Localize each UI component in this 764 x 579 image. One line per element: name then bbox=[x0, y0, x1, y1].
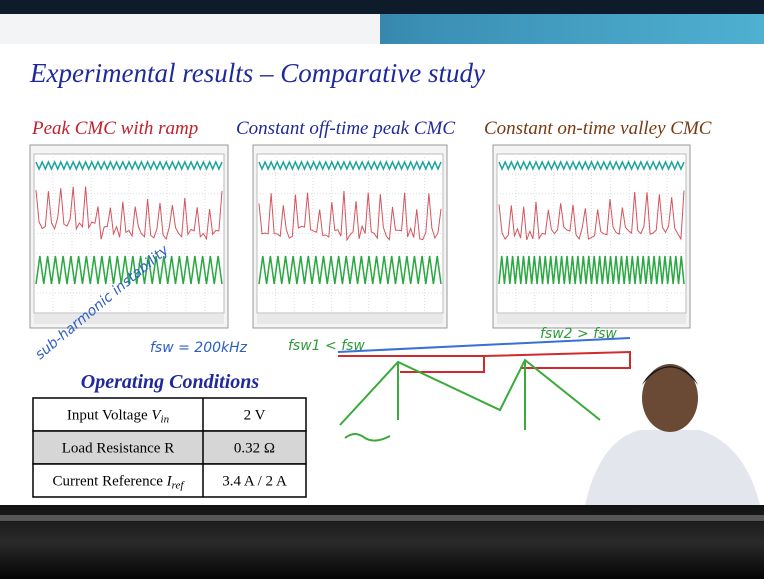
scope-image bbox=[30, 145, 228, 328]
handwritten-note: fsw = 200kHz bbox=[150, 340, 248, 356]
bottom-stripe bbox=[0, 515, 764, 521]
scope-images bbox=[30, 145, 690, 328]
top-strip bbox=[0, 0, 764, 14]
table-cell: Input Voltage Vin bbox=[67, 408, 170, 426]
scope-image bbox=[253, 145, 447, 328]
cell-label: Load Resistance R bbox=[62, 441, 174, 457]
cell-label: Current Reference bbox=[53, 474, 167, 490]
table-cell: 0.32 Ω bbox=[234, 441, 275, 457]
table-cell: 2 V bbox=[244, 408, 266, 424]
slide-title: Experimental results – Comparative study bbox=[29, 58, 485, 88]
table-cell: 3.4 A / 2 A bbox=[222, 474, 287, 490]
cell-subscript: ref bbox=[172, 480, 186, 492]
scope-status bbox=[497, 314, 686, 324]
scope-image bbox=[493, 145, 690, 328]
caption: Constant off-time peak CMC bbox=[236, 118, 455, 139]
cell-subscript: in bbox=[161, 414, 170, 426]
cell-label: Input Voltage bbox=[67, 408, 151, 424]
slide: Experimental results – Comparative study… bbox=[0, 0, 764, 579]
top-bar-light bbox=[0, 14, 380, 44]
table: Input Voltage Vin 2 V Load Resistance R 0.3… bbox=[33, 398, 306, 497]
scope-status bbox=[257, 314, 443, 324]
table-cell: Load Resistance R bbox=[62, 441, 174, 457]
caption: Peak CMC with ramp bbox=[31, 118, 198, 139]
caption: Constant on-time valley CMC bbox=[484, 118, 712, 139]
scope-status bbox=[34, 314, 224, 324]
table-cell: Current Reference Iref bbox=[53, 474, 186, 492]
table-heading: Operating Conditions bbox=[81, 371, 260, 393]
